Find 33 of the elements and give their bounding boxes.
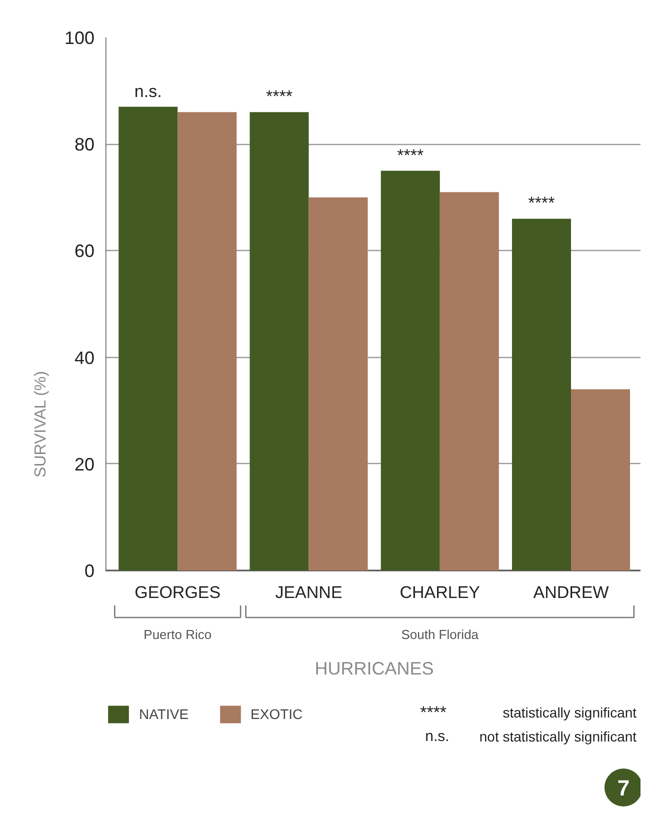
y-tick-label: 80 [74, 134, 95, 155]
y-tick-label: 20 [74, 454, 95, 474]
y-tick-label: 100 [64, 28, 95, 48]
x-axis-title: HURRICANES [314, 658, 434, 678]
text: South Florida [401, 627, 480, 642]
annotation: n.s. [134, 82, 162, 101]
y-tick-label: 40 [74, 348, 95, 368]
bar [250, 112, 309, 570]
x-tick-label: ANDREW [533, 583, 609, 602]
x-tick-label: CHARLEY [400, 583, 480, 602]
y-tick-label: 60 [74, 241, 95, 262]
x-tick-label: GEORGES [134, 583, 221, 602]
text: Puerto Rico [144, 627, 212, 642]
annotation: **** [266, 87, 293, 106]
bar [380, 170, 440, 570]
x-tick-label: JEANNE [275, 583, 342, 602]
bar [308, 197, 368, 570]
annotation: **** [528, 194, 556, 213]
y-tick-label: 0 [84, 561, 95, 581]
text: 7 [617, 776, 630, 800]
legend-label: EXOTIC [250, 706, 303, 722]
bar [512, 218, 571, 570]
text: **** [420, 703, 447, 722]
bar [440, 192, 499, 570]
legend-label: NATIVE [139, 706, 189, 722]
text: statistically significant [502, 704, 637, 720]
text: not statistically significant [479, 728, 637, 744]
bar [571, 389, 630, 570]
text: n.s. [425, 728, 450, 745]
y-axis-title: SURVIVAL (%) [32, 371, 50, 478]
bar [178, 112, 237, 570]
bar [118, 106, 178, 570]
annotation: **** [397, 146, 424, 165]
